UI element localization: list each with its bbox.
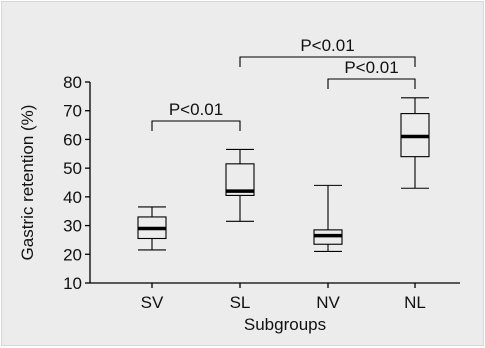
- y-tick-label: 20: [63, 245, 82, 264]
- x-category-label: SV: [141, 293, 164, 312]
- box-nl: [400, 97, 430, 189]
- y-tick-label: 10: [63, 274, 82, 293]
- bracket-line: [151, 120, 241, 131]
- y-tick-label: 80: [63, 73, 82, 92]
- significance-bracket: P<0.01: [151, 100, 241, 131]
- p-value-label: P<0.01: [169, 100, 223, 119]
- y-tick-label: 30: [63, 217, 82, 236]
- p-value-label: P<0.01: [344, 58, 398, 77]
- bracket-line: [239, 56, 416, 67]
- y-tick-label: 60: [63, 130, 82, 149]
- y-tick-label: 70: [63, 102, 82, 121]
- interquartile-box: [225, 163, 255, 196]
- y-tick-label: 50: [63, 159, 82, 178]
- y-tick-label: 40: [63, 188, 82, 207]
- y-axis-title: Gastric retention (%): [18, 105, 37, 261]
- significance-annotations: P<0.01 P<0.01 P<0.01: [151, 36, 416, 131]
- significance-bracket: P<0.01: [327, 58, 416, 89]
- significance-bracket: P<0.01: [239, 36, 416, 67]
- x-category-label: NL: [404, 293, 426, 312]
- bracket-line: [327, 78, 416, 89]
- box-plot-boxes: [137, 97, 430, 252]
- box-sl: [225, 148, 255, 222]
- x-category-label: SL: [230, 293, 251, 312]
- x-category-label: NV: [316, 293, 340, 312]
- box-nv: [313, 184, 343, 252]
- box-sv: [137, 206, 167, 251]
- x-axis-title: Subgroups: [244, 315, 326, 334]
- p-value-label: P<0.01: [300, 36, 354, 55]
- axes: Gastric retention (%) Subgroups 10 20 30 40…: [18, 73, 460, 334]
